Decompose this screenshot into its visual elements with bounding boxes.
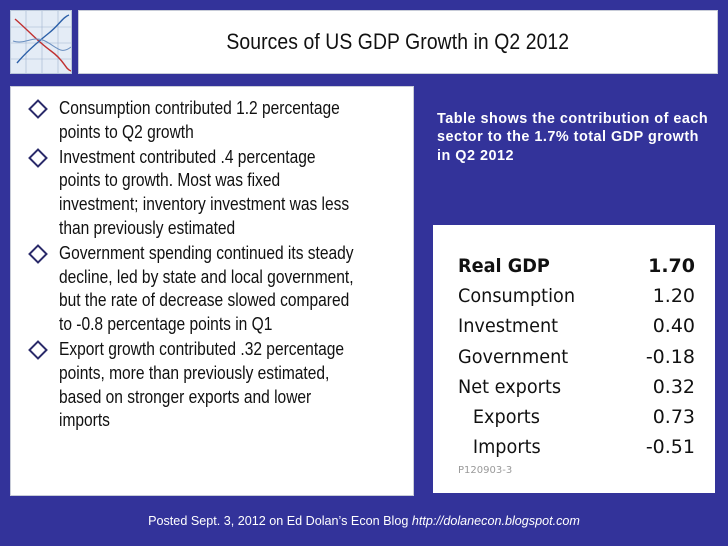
bullet-item-consumption: Consumption contributed 1.2 percentage p… (25, 96, 407, 144)
title-banner: Sources of US GDP Growth in Q2 2012 (78, 10, 718, 74)
row-value: 1.20 (652, 285, 695, 308)
row-value: -0.51 (645, 436, 695, 459)
row-label: Consumption (458, 285, 576, 308)
diamond-bullet-icon (25, 96, 59, 118)
logo-thumbnail (10, 10, 72, 74)
footer: Posted Sept. 3, 2012 on Ed Dolan’s Econ … (0, 514, 728, 528)
bullet-item-exports: Export growth contributed .32 percentage… (25, 337, 407, 432)
bullet-text: Export growth contributed .32 percentage… (59, 337, 345, 431)
row-label: Real GDP (458, 255, 550, 277)
bullet-panel: Consumption contributed 1.2 percentage p… (10, 86, 414, 496)
row-value: 0.73 (652, 406, 695, 429)
bullet-text: Consumption contributed 1.2 percentage p… (59, 97, 340, 142)
row-label: Exports (472, 406, 540, 429)
table-row-exports: Exports 0.73 (458, 402, 695, 432)
table-row-net-exports: Net exports 0.32 (458, 372, 695, 402)
row-value: 1.70 (648, 255, 695, 277)
bullet-text: Investment contributed .4 percentage poi… (59, 145, 350, 238)
table-row-real-gdp: Real GDP 1.70 (458, 251, 695, 281)
table-caption: Table shows the contribution of each sec… (437, 111, 709, 164)
bullet-item-investment: Investment contributed .4 percentage poi… (25, 145, 407, 240)
row-value: 0.32 (652, 375, 695, 398)
bullet-item-government: Government spending continued its steady… (25, 241, 407, 336)
bullet-text: Government spending continued its steady… (59, 241, 354, 335)
row-value: 0.40 (652, 315, 695, 338)
footer-text: Posted Sept. 3, 2012 on Ed Dolan’s Econ … (148, 514, 409, 528)
table-row-consumption: Consumption 1.20 (458, 281, 695, 311)
diamond-bullet-icon (25, 145, 59, 167)
row-label: Investment (458, 315, 559, 338)
page-title: Sources of US GDP Growth in Q2 2012 (226, 29, 570, 54)
row-label: Net exports (458, 375, 562, 398)
gdp-contribution-table: Real GDP 1.70 Consumption 1.20 Investmen… (433, 225, 715, 493)
table-row-imports: Imports -0.51 (458, 432, 695, 462)
table-row-government: Government -0.18 (458, 342, 695, 372)
diamond-bullet-icon (25, 241, 59, 263)
row-value: -0.18 (645, 345, 695, 368)
diamond-bullet-icon (25, 337, 59, 359)
chart-logo-icon (11, 11, 71, 73)
blog-link[interactable]: http://dolanecon.blogspot.com (411, 514, 580, 528)
table-note: P120903-3 (458, 465, 513, 477)
table-row-investment: Investment 0.40 (458, 311, 695, 341)
row-label: Government (458, 345, 569, 368)
row-label: Imports (472, 436, 541, 459)
